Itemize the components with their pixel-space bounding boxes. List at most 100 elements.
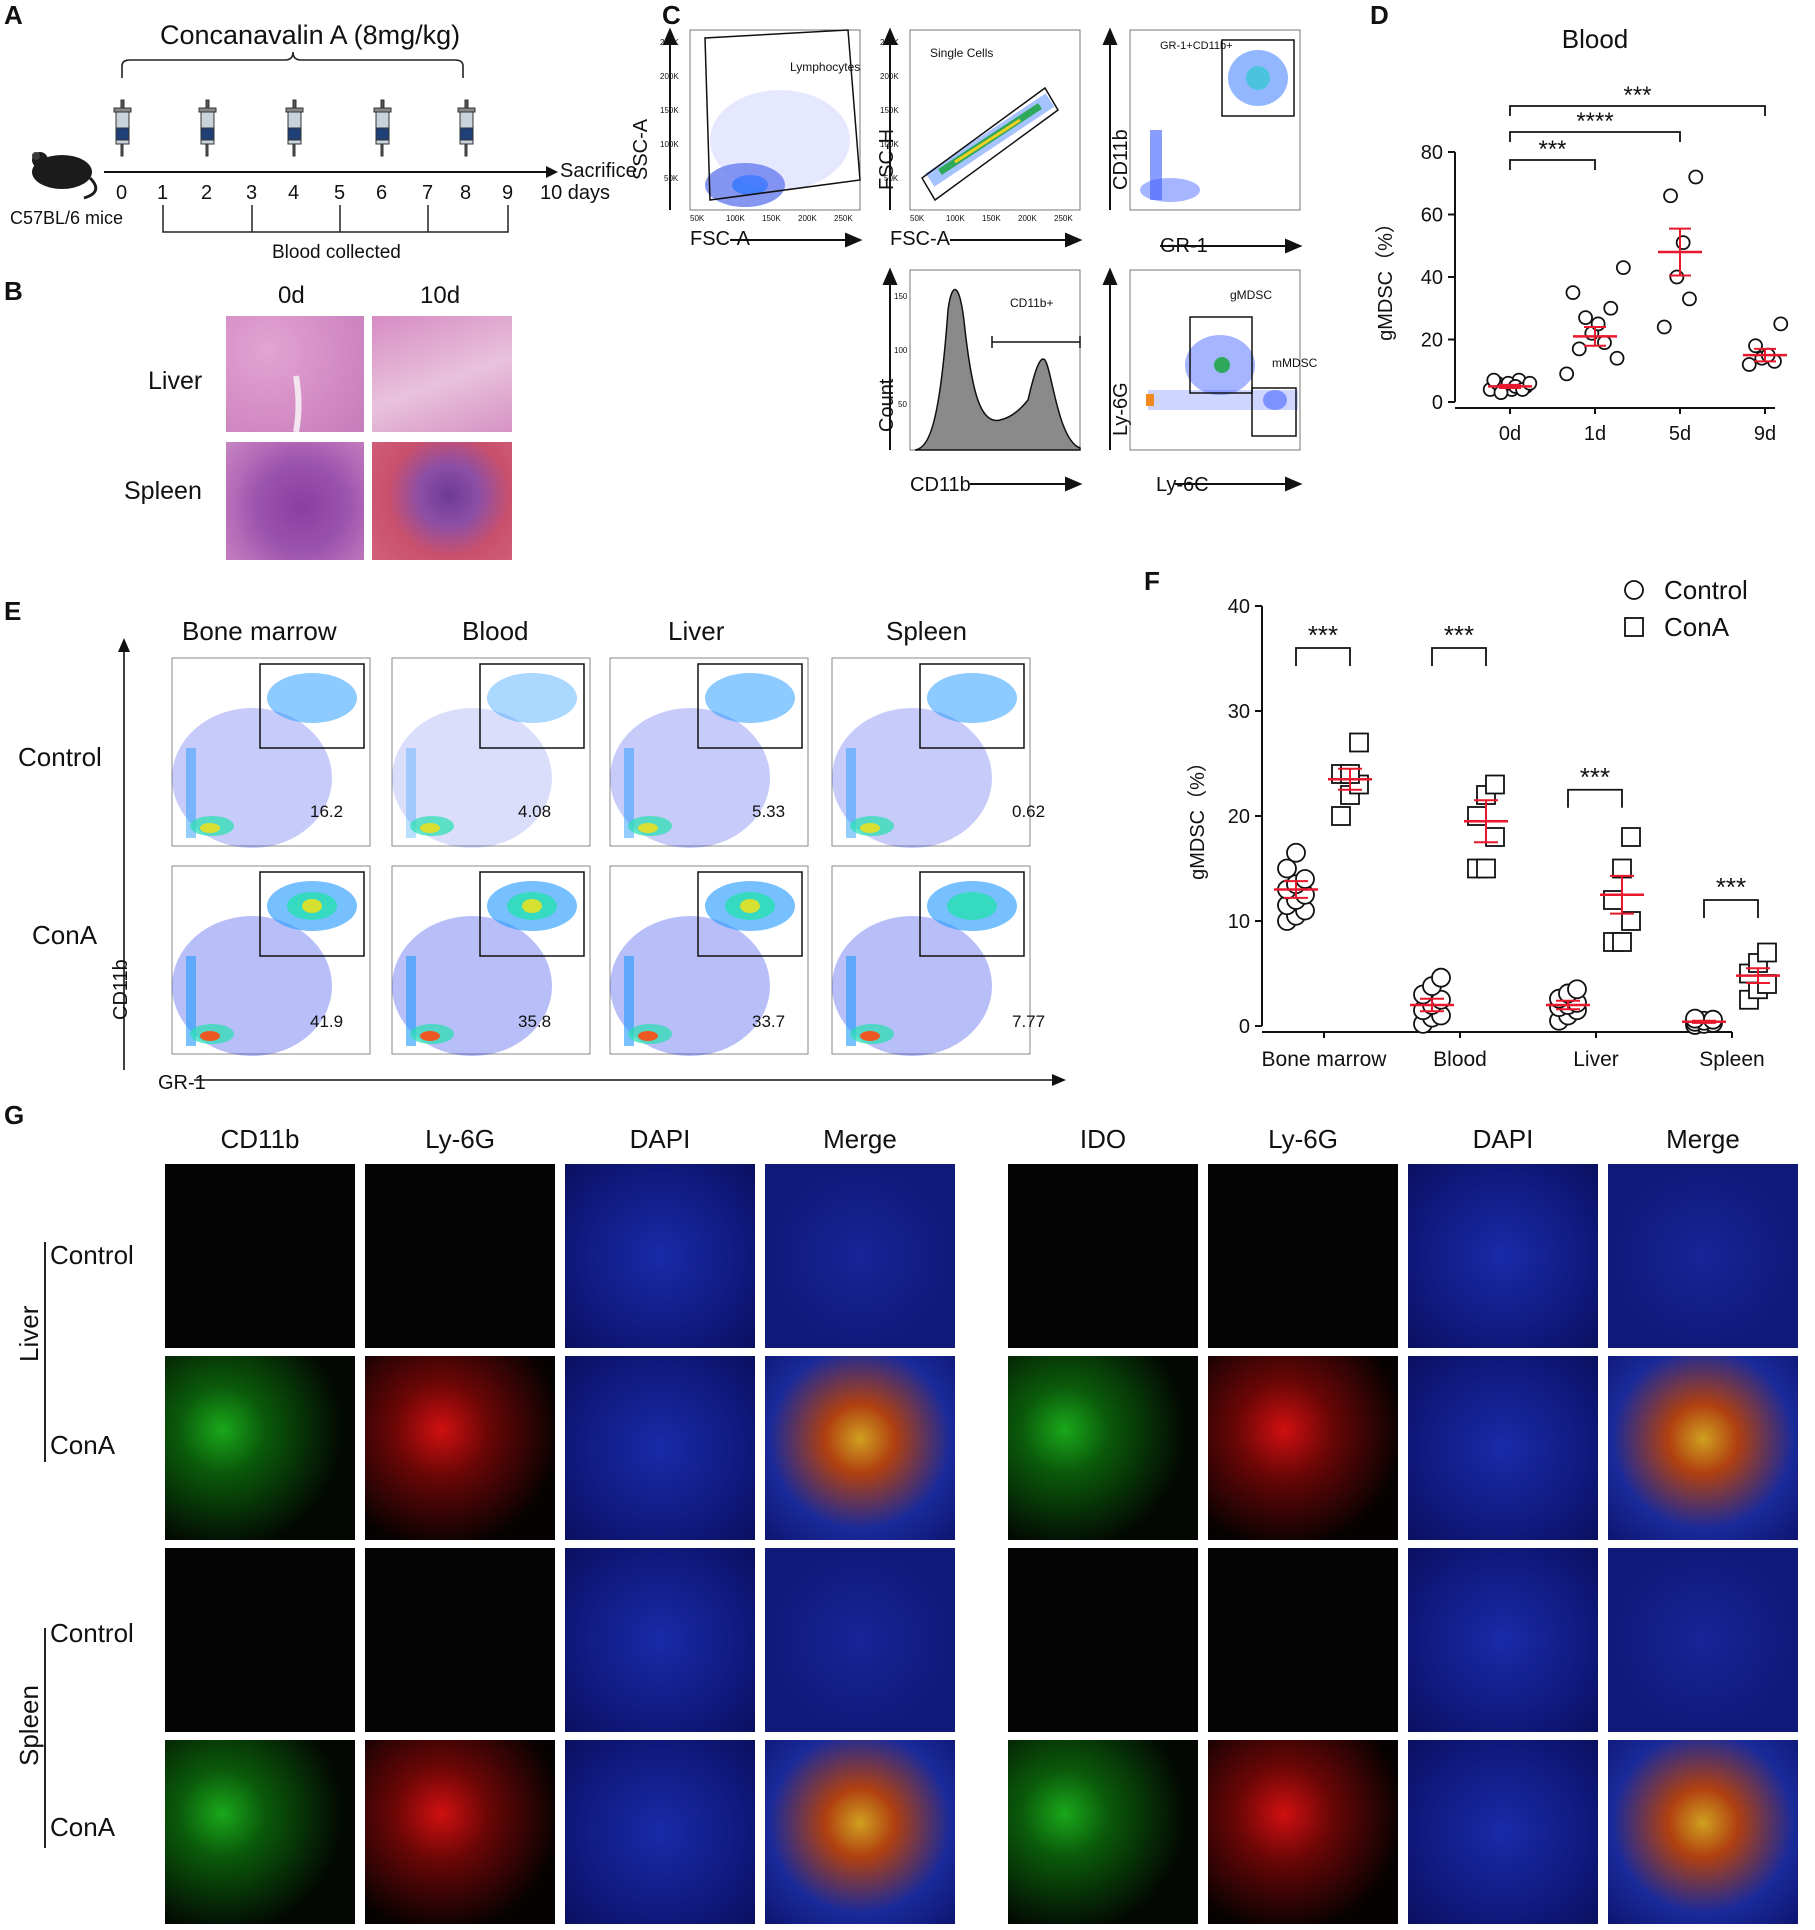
sacrifice-label: Sacrifice — [560, 160, 637, 182]
data-point — [1703, 1009, 1723, 1030]
flow-plot — [831, 865, 1031, 1056]
c1-ylabel: SSC-A — [630, 118, 652, 180]
data-point — [1621, 827, 1641, 847]
e-tissue-bone-marrow: Bone marrow — [182, 616, 337, 646]
data-point — [1656, 319, 1672, 335]
g-spleen-bracket — [44, 1628, 46, 1848]
fluorescence-image — [1408, 1740, 1598, 1924]
data-point — [1485, 774, 1505, 795]
data-point — [1773, 316, 1789, 332]
data-point — [1571, 341, 1587, 357]
data-point — [1277, 858, 1297, 879]
c1-ytick: 250K — [660, 38, 679, 47]
significance-label: *** — [1308, 620, 1338, 650]
he-spleen-0d — [226, 442, 364, 560]
c2-xtick: 50K — [910, 214, 925, 223]
data-point — [1603, 300, 1619, 316]
fluorescence-image — [165, 1740, 355, 1924]
fluorescence-image — [1008, 1356, 1198, 1540]
b-row-liver: Liver — [148, 367, 203, 395]
c5-gate: gMDSC — [1230, 288, 1273, 302]
significance-bracket — [1509, 105, 1766, 116]
panel-e-flow — [118, 638, 1066, 1086]
density — [624, 956, 634, 1046]
gate — [697, 871, 803, 957]
fluorescence-image — [765, 1740, 955, 1924]
panel-f-chart: 0 10 20 30 40 gMDSC（%） Bone marrow Blood Liver Sp… — [1186, 575, 1780, 1071]
c2-xtick: 100K — [946, 214, 965, 223]
legend-label: ConA — [1664, 612, 1730, 642]
density — [392, 916, 552, 1056]
density — [705, 673, 795, 723]
y-tick-label: 0 — [1432, 392, 1443, 414]
day-3: 3 — [246, 182, 258, 204]
flow-plot — [831, 657, 1031, 848]
density — [200, 823, 220, 833]
density — [860, 823, 880, 833]
density — [392, 708, 552, 848]
gate — [259, 871, 365, 957]
density — [740, 899, 760, 913]
fluorescence-image — [365, 1164, 555, 1348]
fluorescence-image — [565, 1548, 755, 1732]
data-point — [1675, 235, 1691, 251]
y-axis-label: gMDSC（%） — [1374, 213, 1397, 341]
data-point — [1331, 806, 1351, 826]
gate — [919, 663, 1025, 749]
significance-label: *** — [1580, 762, 1610, 792]
flow-plot — [609, 865, 809, 1056]
y-tick-label: 30 — [1228, 701, 1250, 723]
data-point — [1486, 372, 1502, 388]
c2-ytick: 50K — [884, 174, 899, 183]
e-val: 41.9 — [310, 1012, 344, 1031]
c3-xlabel: GR-1 — [1160, 235, 1208, 257]
c2-ytick: 150K — [880, 106, 899, 115]
data-point — [1567, 979, 1587, 1000]
density — [172, 708, 332, 848]
significance-bracket — [1703, 899, 1759, 918]
y-tick-label: 60 — [1421, 205, 1443, 227]
c5-xlabel: Ly-6C — [1156, 474, 1209, 496]
day-5: 5 — [334, 182, 346, 204]
x-tick-label: Liver — [1573, 1048, 1619, 1071]
c3-ylabel: CD11b — [1110, 129, 1132, 190]
e-cond-control: Control — [18, 742, 102, 772]
density — [927, 673, 1017, 723]
data-point — [1559, 366, 1575, 382]
day-4: 4 — [288, 182, 300, 204]
day-7: 7 — [422, 182, 434, 204]
c4-gate: CD11b+ — [1010, 296, 1054, 310]
data-point — [1688, 169, 1704, 185]
x-tick-label: 5d — [1669, 423, 1691, 440]
density — [420, 1031, 440, 1041]
data-point — [1682, 291, 1697, 307]
c4-ytick: 50 — [898, 400, 907, 409]
significance-bracket — [1295, 647, 1351, 666]
flow-plot — [171, 657, 371, 848]
c4-xlabel: CD11b — [910, 474, 971, 496]
fluorescence-image — [765, 1164, 955, 1348]
density — [832, 916, 992, 1056]
significance-bracket — [1509, 131, 1681, 142]
density — [947, 892, 997, 920]
significance-bracket — [1509, 159, 1596, 170]
density — [186, 956, 196, 1046]
data-point — [1748, 338, 1763, 354]
e-val: 33.7 — [752, 1012, 786, 1031]
fluorescence-image — [1408, 1356, 1598, 1540]
e-ylabel: CD11b — [110, 959, 132, 1020]
g-col-header: Ly-6G — [425, 1124, 495, 1154]
c2-ytick: 200K — [880, 72, 899, 81]
e-x-arrow — [1052, 1074, 1066, 1086]
density — [267, 673, 357, 723]
g-group-spleen: Spleen — [14, 1685, 44, 1766]
c4-ytick: 150 — [894, 292, 908, 301]
significance-label: *** — [1538, 136, 1566, 163]
day-6: 6 — [376, 182, 388, 204]
c2-ytick: 100K — [880, 140, 899, 149]
c2-gate: Single Cells — [930, 46, 994, 60]
day-8: 8 — [460, 182, 472, 204]
c5-gate2: mMDSC — [1272, 356, 1318, 370]
day-0: 0 — [116, 182, 128, 204]
data-point — [1286, 842, 1306, 863]
